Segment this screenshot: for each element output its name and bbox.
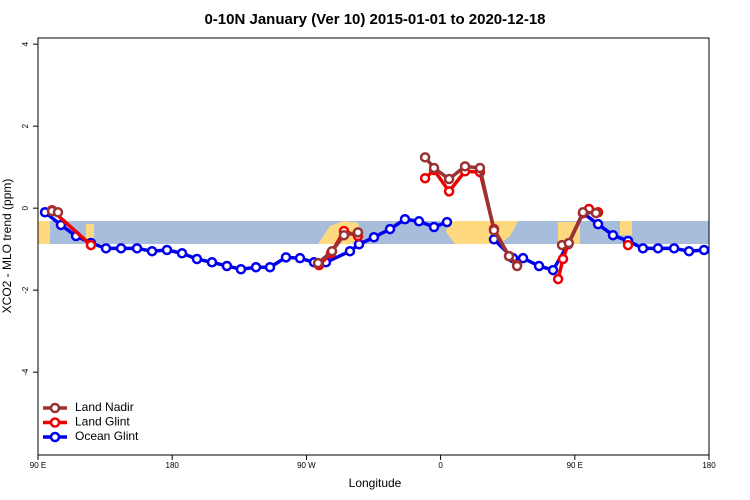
point <box>637 243 649 254</box>
point <box>368 232 380 243</box>
point <box>344 245 356 257</box>
point <box>176 248 188 259</box>
point <box>353 238 365 250</box>
point <box>70 230 82 242</box>
x-tick-label: 180 <box>702 461 716 470</box>
point <box>419 172 431 184</box>
y-tick-label: 2 <box>21 123 30 128</box>
point <box>413 216 425 227</box>
y-tick-label: -2 <box>21 286 30 294</box>
x-tick-label: 90 E <box>567 461 583 470</box>
legend-marker <box>49 402 61 414</box>
point <box>115 243 127 254</box>
point <box>488 225 500 236</box>
point <box>563 237 575 249</box>
x-tick-label: 180 <box>166 461 180 470</box>
point <box>533 260 545 272</box>
point <box>443 186 455 197</box>
y-tick-label: 0 <box>21 205 30 210</box>
point <box>419 152 431 163</box>
point <box>280 252 292 263</box>
point <box>191 253 203 265</box>
plot-frame <box>37 37 710 456</box>
point <box>517 252 529 264</box>
point <box>459 161 471 172</box>
point <box>474 162 486 174</box>
point <box>577 207 589 218</box>
point <box>622 239 634 251</box>
point <box>264 261 276 273</box>
x-tick-label: 0 <box>438 461 443 470</box>
point <box>557 253 569 265</box>
point <box>338 229 350 241</box>
x-tick-label: 90 W <box>297 461 316 470</box>
point <box>607 229 619 241</box>
point <box>428 221 440 233</box>
legend-label: Land Glint <box>75 415 130 429</box>
legend-label: Ocean Glint <box>75 429 139 443</box>
point <box>250 261 262 273</box>
legend-marker <box>49 417 61 428</box>
point <box>683 245 695 257</box>
point <box>206 257 218 268</box>
point <box>294 252 306 264</box>
point <box>441 216 453 228</box>
point <box>235 264 247 275</box>
point <box>161 244 173 256</box>
x-tick-label: 90 E <box>30 461 46 470</box>
point <box>590 207 602 219</box>
x-axis-label: Longitude <box>349 476 402 490</box>
point <box>511 260 523 272</box>
y-axis-label: XCO2 - MLO trend (ppm) <box>0 179 14 314</box>
point <box>399 213 411 225</box>
point <box>146 245 158 257</box>
point <box>85 239 97 251</box>
point <box>326 245 338 257</box>
point <box>592 218 604 230</box>
point <box>443 173 455 185</box>
point <box>547 264 559 276</box>
point <box>352 227 364 238</box>
point <box>552 273 564 285</box>
point <box>131 243 143 254</box>
chart-title: 0-10N January (Ver 10) 2015-01-01 to 202… <box>204 11 545 28</box>
legend-marker <box>49 431 61 443</box>
point <box>428 162 440 174</box>
y-tick-label: 4 <box>21 41 30 46</box>
point <box>312 257 324 269</box>
y-tick-label: -4 <box>21 368 30 376</box>
point <box>384 223 396 235</box>
point <box>668 243 680 254</box>
point <box>503 250 515 262</box>
point <box>52 207 64 218</box>
point <box>100 243 112 254</box>
legend-label: Land Nadir <box>75 400 134 414</box>
point <box>698 244 710 256</box>
point <box>221 260 233 272</box>
point <box>652 243 664 254</box>
point <box>55 219 67 231</box>
